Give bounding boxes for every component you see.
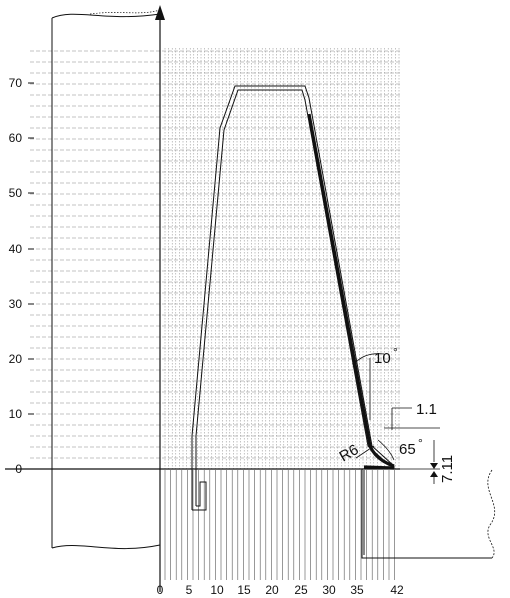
tip-angle-dimension (377, 439, 395, 461)
y-tick-label-70: 70 (9, 76, 23, 90)
blade-root-hook (192, 481, 207, 511)
blade-profile-inner (195, 89, 391, 506)
y-tick-marks (28, 82, 34, 470)
horizontal-grid-lines (30, 50, 400, 470)
tip-angle-label: 65 (399, 441, 416, 458)
offset-label: 1.1 (416, 401, 437, 418)
x-tick-label-15: 15 (237, 583, 251, 597)
y-axis-arrow (155, 5, 165, 20)
left-wall-break-line (89, 9, 161, 15)
x-tick-label-5: 5 (186, 583, 193, 597)
y-tick-label-0: 0 (15, 462, 22, 476)
y-tick-label-40: 40 (9, 242, 23, 256)
lower-grid-lines (164, 470, 395, 580)
cutting-edge (307, 113, 395, 468)
taper-angle-degree: ° (393, 345, 398, 359)
x-tick-label-10: 10 (210, 583, 224, 597)
taper-angle-label: 10 (374, 350, 391, 367)
x-tick-label-20: 20 (265, 583, 279, 597)
x-tick-label-25: 25 (294, 583, 308, 597)
y-tick-label-10: 10 (9, 407, 23, 421)
radius-label: R6 (337, 441, 362, 465)
offset-dimension (384, 407, 440, 430)
height-arrow-down (430, 471, 438, 477)
tip-angle-degree: ° (418, 436, 423, 450)
x-tick-label-0: 0 (157, 583, 164, 597)
radius-leader-line (355, 445, 375, 459)
vertical-grid-lines (164, 48, 400, 469)
y-tick-label-20: 20 (9, 352, 23, 366)
height-label: 7.11 (439, 455, 456, 483)
right-wall-break-line (487, 469, 496, 559)
right-wall-outline (361, 469, 492, 559)
y-tick-label-50: 50 (9, 186, 23, 200)
blade-profile-outer (191, 85, 395, 510)
height-arrow-up (430, 463, 438, 469)
cutting-edge-base (363, 465, 395, 470)
x-tick-label-30: 30 (322, 583, 336, 597)
taper-angle-dimension (355, 353, 385, 420)
x-tick-label-35: 35 (350, 583, 364, 597)
left-wall-outline (51, 13, 161, 550)
y-tick-label-30: 30 (9, 297, 23, 311)
y-tick-label-60: 60 (9, 131, 23, 145)
x-tick-label-42: 42 (390, 583, 404, 597)
